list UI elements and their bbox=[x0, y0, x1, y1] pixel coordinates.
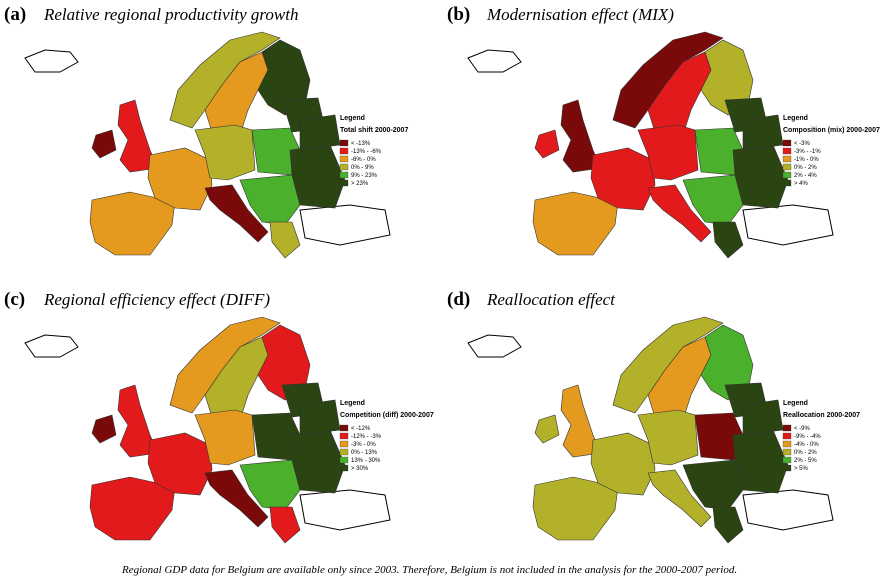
turkey bbox=[300, 205, 390, 245]
panel-label: (c) bbox=[4, 289, 25, 310]
legend-label: 0% - 9% bbox=[351, 165, 374, 171]
map bbox=[25, 32, 390, 258]
legend-label: > 5% bbox=[794, 466, 809, 472]
map-region bbox=[270, 507, 300, 543]
map-panel: (c) Regional efficiency effect (DIFF) Lege… bbox=[4, 289, 434, 543]
map-region bbox=[300, 400, 340, 435]
figure: Regional GDP data for Belgium are availa… bbox=[0, 0, 887, 579]
legend-label: 9% - 23% bbox=[351, 173, 378, 179]
legend-title: Total shift 2000-2007 bbox=[340, 127, 408, 134]
legend-swatch bbox=[340, 156, 348, 162]
legend-swatch bbox=[783, 164, 791, 170]
legend-label: -1% - 0% bbox=[794, 157, 819, 163]
iceland bbox=[25, 335, 78, 357]
panel-label: (d) bbox=[447, 289, 470, 310]
legend-swatch bbox=[783, 465, 791, 471]
legend-heading: Legend bbox=[783, 400, 808, 407]
legend-label: < -3% bbox=[794, 141, 811, 147]
legend-swatch bbox=[340, 425, 348, 431]
map-region bbox=[713, 507, 743, 543]
panel-title: Relative regional productivity growth bbox=[43, 5, 298, 24]
legend-label: 2% - 4% bbox=[794, 173, 817, 179]
legend-label: -4% - 0% bbox=[794, 442, 819, 448]
legend-swatch bbox=[783, 148, 791, 154]
legend-label: 0% - 2% bbox=[794, 165, 817, 171]
legend-swatch bbox=[340, 164, 348, 170]
legend-swatch bbox=[340, 441, 348, 447]
map-region bbox=[743, 400, 783, 435]
panel-label: (a) bbox=[4, 4, 26, 25]
legend-label: 2% - 5% bbox=[794, 458, 817, 464]
legend-label: 0% - 2% bbox=[794, 450, 817, 456]
legend-label: 0% - 13% bbox=[351, 450, 378, 456]
legend-heading: Legend bbox=[340, 400, 365, 407]
legend-swatch bbox=[340, 457, 348, 463]
legend-swatch bbox=[783, 140, 791, 146]
map bbox=[468, 317, 833, 543]
map-region bbox=[92, 130, 116, 158]
map bbox=[468, 32, 833, 258]
panel-label: (b) bbox=[447, 4, 470, 25]
legend-swatch bbox=[783, 180, 791, 186]
legend-swatch bbox=[783, 457, 791, 463]
map-region bbox=[733, 430, 788, 493]
legend-label: -3% - 0% bbox=[351, 442, 376, 448]
legend-title: Competition (diff) 2000-2007 bbox=[340, 412, 434, 419]
iceland bbox=[468, 50, 521, 72]
legend-swatch bbox=[340, 148, 348, 154]
map-region bbox=[270, 222, 300, 258]
panel-title: Reallocation effect bbox=[486, 290, 616, 309]
iceland bbox=[25, 50, 78, 72]
legend-label: -12% - -3% bbox=[351, 434, 382, 440]
map-panel: (d) Reallocation effect Legend Reallocation… bbox=[447, 289, 860, 543]
map-region bbox=[535, 415, 559, 443]
legend-swatch bbox=[783, 441, 791, 447]
legend-label: 13% - 30% bbox=[351, 458, 381, 464]
legend-swatch bbox=[340, 140, 348, 146]
legend-swatch bbox=[783, 433, 791, 439]
legend-swatch bbox=[340, 180, 348, 186]
legend-heading: Legend bbox=[340, 115, 365, 122]
legend-heading: Legend bbox=[783, 115, 808, 122]
legend-label: < -13% bbox=[351, 141, 371, 147]
map-panel: (a) Relative regional productivity growth… bbox=[4, 4, 408, 258]
panel-title: Regional efficiency effect (DIFF) bbox=[43, 290, 270, 309]
legend-label: > 4% bbox=[794, 181, 809, 187]
map-region bbox=[713, 222, 743, 258]
turkey bbox=[743, 205, 833, 245]
map-region bbox=[290, 145, 345, 208]
legend-swatch bbox=[340, 465, 348, 471]
legend-label: < -12% bbox=[351, 426, 371, 432]
map-region bbox=[743, 115, 783, 150]
map-panel: (b) Modernisation effect (MIX) Legend Compo… bbox=[447, 4, 880, 258]
map-region bbox=[733, 145, 788, 208]
legend-label: > 30% bbox=[351, 466, 369, 472]
legend-title: Reallocation 2000-2007 bbox=[783, 412, 860, 419]
legend-title: Composition (mix) 2000-2007 bbox=[783, 127, 880, 134]
map-region bbox=[92, 415, 116, 443]
iceland bbox=[468, 335, 521, 357]
map bbox=[25, 317, 390, 543]
legend-swatch bbox=[340, 433, 348, 439]
turkey bbox=[743, 490, 833, 530]
footnote: Regional GDP data for Belgium are availa… bbox=[121, 564, 737, 576]
turkey bbox=[300, 490, 390, 530]
map-region bbox=[290, 430, 345, 493]
map-region bbox=[535, 130, 559, 158]
legend-label: < -9% bbox=[794, 426, 811, 432]
legend-label: > 23% bbox=[351, 181, 369, 187]
legend-label: -9% - -4% bbox=[794, 434, 821, 440]
legend-label: -6% - 0% bbox=[351, 157, 376, 163]
legend-swatch bbox=[783, 156, 791, 162]
map-region bbox=[300, 115, 340, 150]
legend-label: -13% - -6% bbox=[351, 149, 382, 155]
legend-swatch bbox=[783, 172, 791, 178]
legend-swatch bbox=[783, 449, 791, 455]
legend-swatch bbox=[340, 449, 348, 455]
legend-swatch bbox=[340, 172, 348, 178]
legend-label: -3% - -1% bbox=[794, 149, 821, 155]
panel-title: Modernisation effect (MIX) bbox=[486, 5, 674, 24]
legend-swatch bbox=[783, 425, 791, 431]
